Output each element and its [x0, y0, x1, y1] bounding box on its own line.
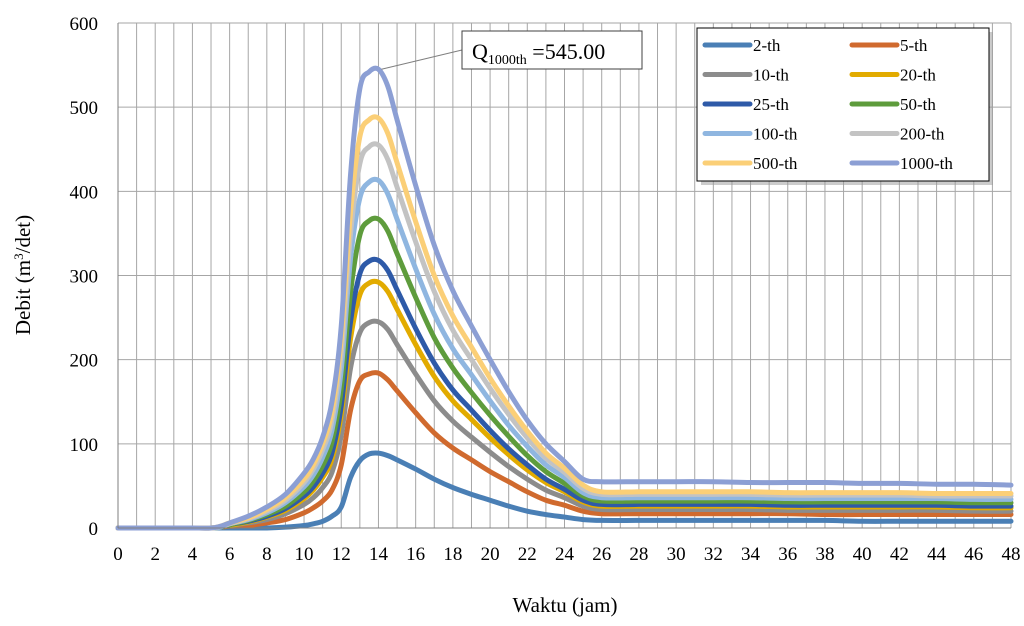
x-tick-label: 10: [295, 544, 314, 565]
y-axis-label: Debit (m3/det): [11, 215, 36, 335]
y-axis-label-sup: 3: [11, 253, 26, 260]
legend-label-25-th: 25-th: [753, 95, 789, 114]
x-tick-label: 30: [667, 544, 686, 565]
y-tick-label: 0: [89, 519, 99, 540]
legend: 2-th 5-th 10-th 20-th 25-th 50-th 100-th 200-th…: [696, 27, 993, 185]
legend-label-10-th: 10-th: [753, 66, 789, 85]
series-lines: [115, 65, 1014, 531]
legend-label-2-th: 2-th: [753, 36, 781, 55]
annotation-label: Q1000th =545.00: [472, 39, 605, 68]
x-tick-label: 6: [225, 544, 235, 565]
x-tick-label: 48: [1002, 544, 1021, 565]
x-tick-label: 38: [815, 544, 834, 565]
y-tick-label: 200: [70, 351, 99, 372]
annotation-box: [461, 30, 643, 70]
x-tick-label: 0: [113, 544, 123, 565]
x-tick-label: 40: [853, 544, 872, 565]
annotation-prefix: Q: [472, 39, 488, 64]
x-tick-label: 26: [592, 544, 611, 565]
y-tick-label: 500: [70, 98, 99, 119]
legend-label-5-th: 5-th: [900, 36, 928, 55]
legend-label-50-th: 50-th: [900, 95, 936, 114]
x-axis-label: Waktu (jam): [512, 593, 617, 617]
x-tick-label: 4: [188, 544, 198, 565]
annotation-suffix: =545.00: [527, 39, 605, 64]
x-tick-label: 36: [778, 544, 797, 565]
y-tick-label: 600: [70, 14, 99, 35]
x-tick-label: 44: [927, 544, 947, 565]
x-tick-label: 34: [741, 544, 761, 565]
x-tick-label: 12: [332, 544, 351, 565]
tick-labels: 0 2 4 6 8 10 12 14 16 18 20 22 24 26 28 30 32 34 36 38 40 42 4…: [70, 14, 1021, 565]
y-axis-label-main: Debit (m: [11, 260, 35, 335]
y-tick-label: 300: [70, 267, 99, 288]
legend-label-1000-th: 1000-th: [900, 154, 953, 173]
x-tick-label: 22: [518, 544, 537, 565]
x-tick-label: 24: [555, 544, 575, 565]
legend-label-500-th: 500-th: [753, 154, 798, 173]
annotation-leader-line: [381, 49, 463, 70]
x-tick-label: 14: [369, 544, 389, 565]
y-axis-label-tail: /det): [11, 215, 35, 253]
legend-label-200-th: 200-th: [900, 125, 945, 144]
x-tick-label: 8: [262, 544, 272, 565]
peak-annotation: Q1000th =545.00: [381, 30, 643, 70]
axes: [117, 23, 1011, 529]
x-tick-label: 2: [150, 544, 160, 565]
x-tick-label: 42: [890, 544, 909, 565]
annotation-subscript: 1000th: [488, 53, 527, 68]
legend-label-20-th: 20-th: [900, 66, 936, 85]
x-tick-label: 32: [704, 544, 723, 565]
x-tick-label: 18: [443, 544, 462, 565]
legend-label-100-th: 100-th: [753, 125, 798, 144]
x-tick-label: 46: [964, 544, 983, 565]
x-tick-label: 20: [481, 544, 500, 565]
x-tick-label: 16: [406, 544, 425, 565]
series-line-1000-th: [115, 65, 1014, 531]
x-tick-label: 28: [629, 544, 648, 565]
grid: [117, 22, 1012, 529]
y-tick-label: 400: [70, 182, 99, 203]
y-tick-label: 100: [70, 435, 99, 456]
